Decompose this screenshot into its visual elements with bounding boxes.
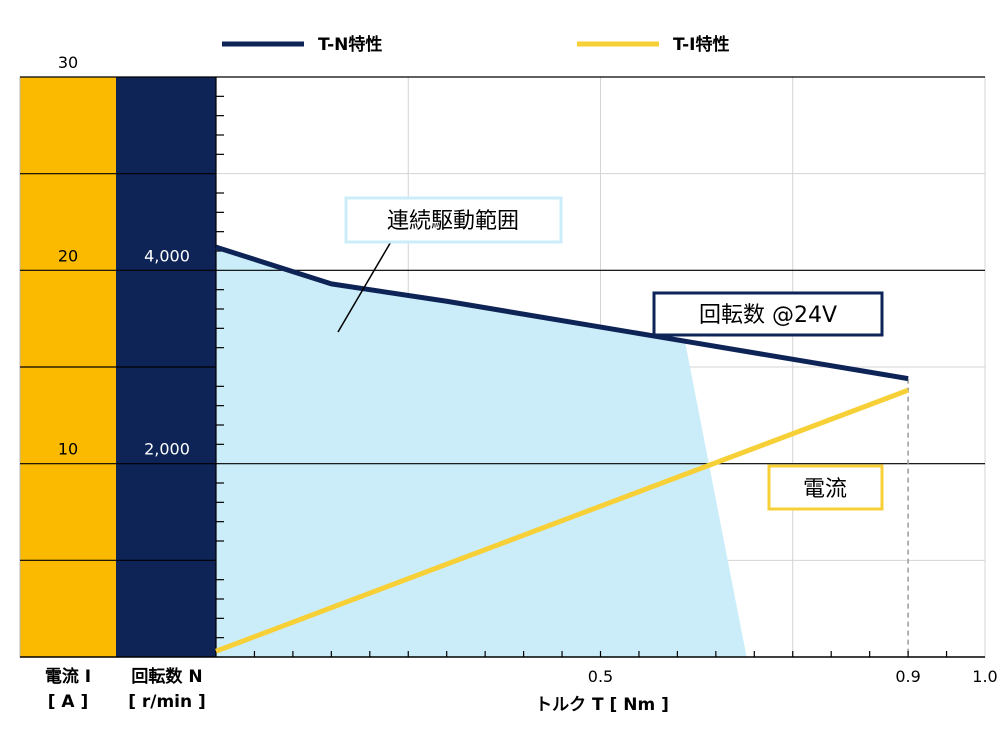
speed-tick-label: 2,000 [144,440,190,459]
x-axis-minor-ticks [253,651,948,657]
current-annotation-label: 電流 [803,477,847,502]
x-axis-tick-labels: 0.5 0.9 1.0 [588,667,998,686]
current-axis-unit: [ A ] [48,692,89,712]
x-tick-label: 0.5 [588,667,613,686]
current-tick-label: 30 [58,53,78,72]
current-tick-label: 20 [58,246,78,265]
current-tick-label: 10 [58,440,78,459]
y-axis-tick-labels: 10 20 30 2,000 4,000 6,000 [58,53,190,459]
series-line-ti [215,387,909,654]
speed-tick-label: 4,000 [144,246,190,265]
legend-ti-label: T-I特性 [673,34,729,55]
torque-axis-title: トルク T [ Nm ] [535,695,669,715]
speed-axis-unit: [ r/min ] [128,692,206,712]
speed-annotation-label: 回転数 @24V [699,303,837,328]
speed-annotation-box [652,291,884,337]
speed-tick-label: 6,000 [144,53,190,72]
legend-tn-label: T-N特性 [318,34,382,55]
speed-axis-title: 回転数 N [131,666,202,687]
current-annotation-box [767,464,884,511]
x-tick-label: 1.0 [972,667,997,686]
legend: T-N特性 T-I特性 [222,34,729,55]
region-callout-line [337,239,393,333]
region-annotation-box [344,196,563,244]
current-axis-title: 電流 I [45,666,91,687]
y-axis-minor-ticks [216,95,224,639]
continuous-drive-region [216,247,747,657]
region-annotation-label: 連続駆動範囲 [387,209,519,234]
x-tick-label: 0.9 [895,667,920,686]
series-line-tn [215,244,909,382]
major-gridlines [20,76,985,561]
